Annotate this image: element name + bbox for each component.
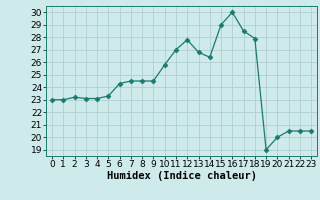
X-axis label: Humidex (Indice chaleur): Humidex (Indice chaleur) — [107, 171, 257, 181]
